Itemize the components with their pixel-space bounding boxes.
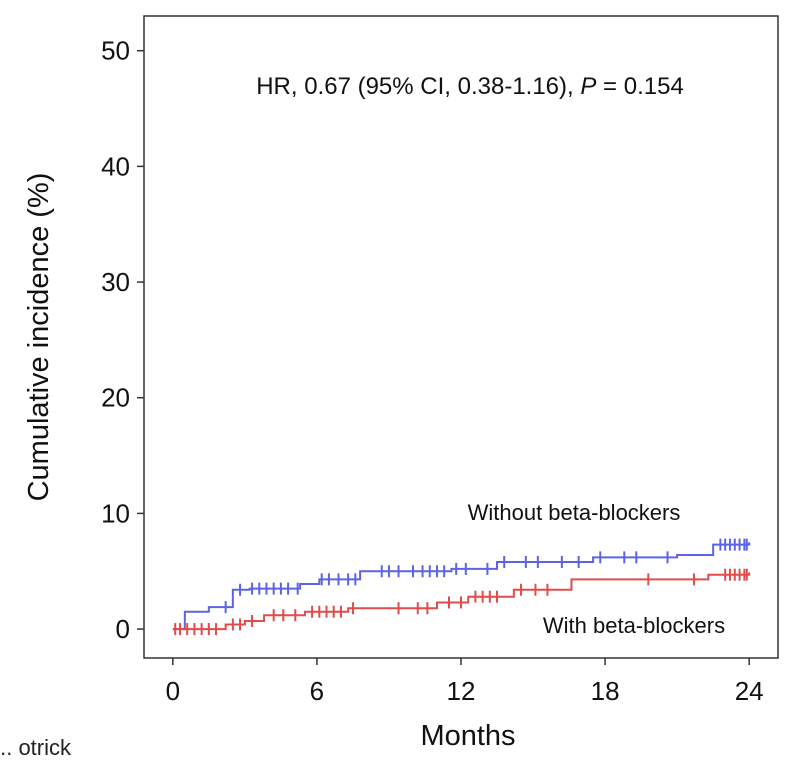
series-line-without-beta-blockers [172, 542, 751, 631]
y-tick-label-50: 50 [101, 36, 130, 66]
y-tick-label-0: 0 [116, 614, 130, 644]
series-layer [172, 538, 751, 636]
y-tick-label-40: 40 [101, 151, 130, 181]
y-tick-label-30: 30 [101, 267, 130, 297]
series-label-with: With beta-blockers [543, 613, 725, 638]
y-tick-label-10: 10 [101, 498, 130, 528]
x-tick-label-18: 18 [591, 676, 620, 706]
x-tick-label-12: 12 [447, 676, 476, 706]
y-axis: 0 10 20 30 40 50 [101, 36, 144, 644]
x-axis: 0 6 12 18 24 [166, 658, 764, 706]
y-tick-label-20: 20 [101, 383, 130, 413]
hr-annotation: HR, 0.67 (95% CI, 0.38-1.16), P = 0.154 [256, 73, 684, 100]
series-line-with-beta-blockers [172, 572, 751, 631]
y-axis-title: Cumulative incidence (%) [23, 173, 55, 502]
x-tick-label-24: 24 [735, 676, 764, 706]
cropped-footer-text: ... otrick [0, 735, 72, 760]
x-tick-label-6: 6 [310, 676, 324, 706]
plot-frame [143, 15, 779, 659]
series-label-without: Without beta-blockers [468, 500, 681, 525]
x-tick-label-0: 0 [166, 676, 180, 706]
x-axis-title: Months [420, 720, 515, 752]
